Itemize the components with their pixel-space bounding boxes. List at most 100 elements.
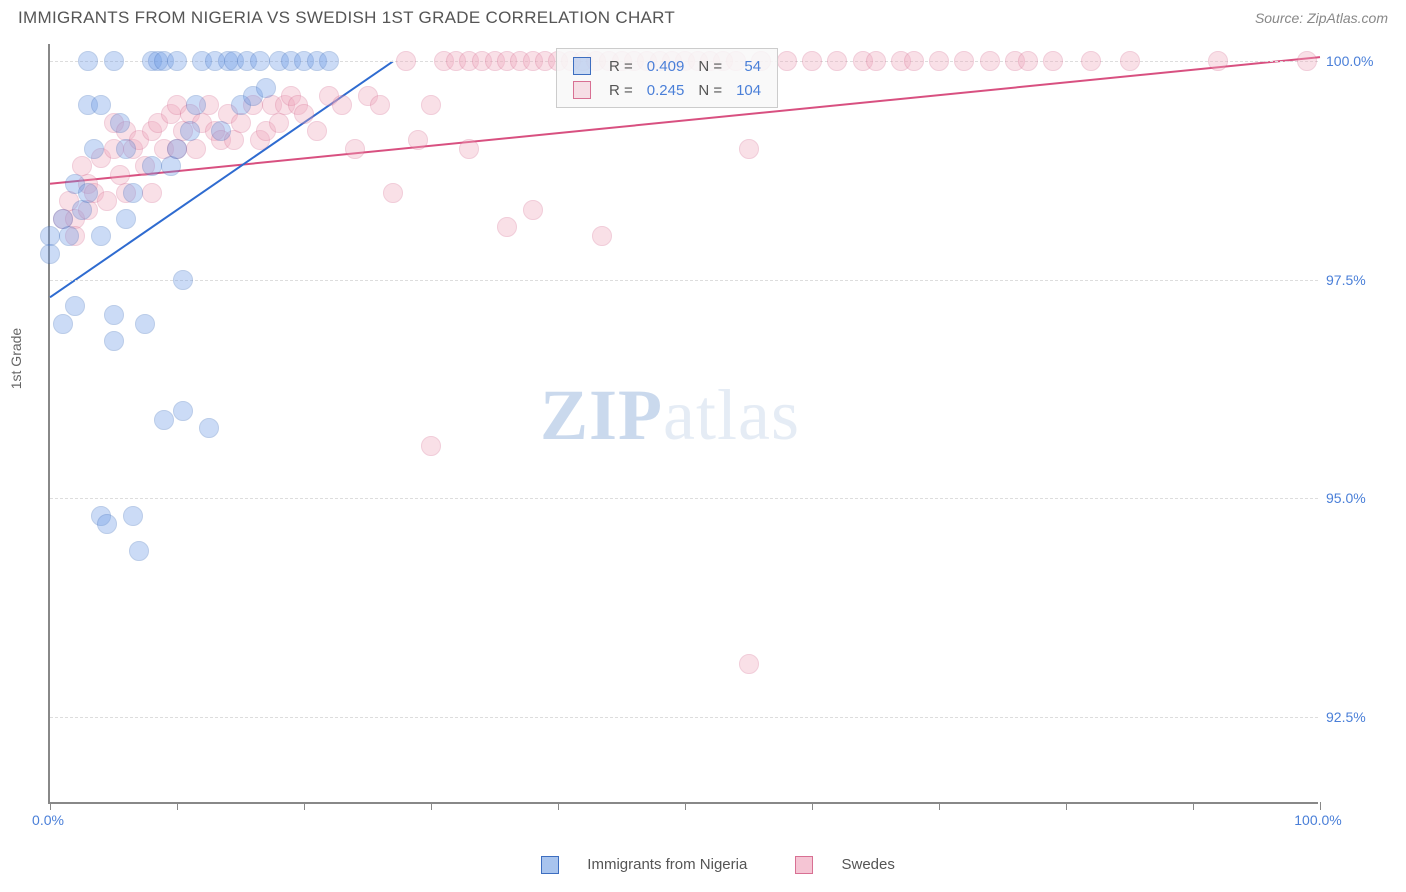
data-point xyxy=(40,244,60,264)
stat-n-value: 104 xyxy=(730,79,767,101)
data-point xyxy=(97,514,117,534)
x-tick-mark xyxy=(177,802,178,810)
data-point xyxy=(173,401,193,421)
data-point xyxy=(256,78,276,98)
gridline xyxy=(50,280,1318,281)
data-point xyxy=(167,51,187,71)
data-point xyxy=(84,139,104,159)
stat-label: N = xyxy=(692,55,728,77)
stats-table: R =0.409N =54R =0.245N =104 xyxy=(565,53,769,103)
data-point xyxy=(459,139,479,159)
x-tick-mark xyxy=(685,802,686,810)
stats-row: R =0.409N =54 xyxy=(567,55,767,77)
data-point xyxy=(167,139,187,159)
legend-label: Immigrants from Nigeria xyxy=(587,856,747,873)
x-tick-mark xyxy=(1193,802,1194,810)
x-tick-mark xyxy=(304,802,305,810)
data-point xyxy=(523,200,543,220)
stat-r-value: 0.245 xyxy=(641,79,691,101)
data-point xyxy=(827,51,847,71)
data-point xyxy=(929,51,949,71)
data-point xyxy=(954,51,974,71)
data-point xyxy=(592,226,612,246)
data-point xyxy=(110,113,130,133)
data-point xyxy=(421,95,441,115)
data-point xyxy=(408,130,428,150)
data-point xyxy=(116,209,136,229)
x-tick-mark xyxy=(50,802,51,810)
data-point xyxy=(802,51,822,71)
data-point xyxy=(154,410,174,430)
stat-label: N = xyxy=(692,79,728,101)
data-point xyxy=(1208,51,1228,71)
data-point xyxy=(53,314,73,334)
data-point xyxy=(186,139,206,159)
data-point xyxy=(1081,51,1101,71)
series-legend: Immigrants from Nigeria Swedes xyxy=(48,856,1388,874)
data-point xyxy=(980,51,1000,71)
data-point xyxy=(104,331,124,351)
data-point xyxy=(1018,51,1038,71)
data-point xyxy=(123,506,143,526)
data-point xyxy=(332,95,352,115)
data-point xyxy=(307,121,327,141)
legend-swatch-icon xyxy=(573,81,591,99)
regression-lines-svg xyxy=(50,44,1320,804)
gridline xyxy=(50,498,1318,499)
data-point xyxy=(104,51,124,71)
chart-header: IMMIGRANTS FROM NIGERIA VS SWEDISH 1ST G… xyxy=(0,0,1406,32)
data-point xyxy=(777,51,797,71)
data-point xyxy=(91,226,111,246)
data-point xyxy=(294,104,314,124)
plot-wrapper: ZIPatlas R =0.409N =54R =0.245N =104 Imm… xyxy=(48,44,1388,804)
x-tick-mark xyxy=(558,802,559,810)
x-tick-mark xyxy=(431,802,432,810)
chart-title: IMMIGRANTS FROM NIGERIA VS SWEDISH 1ST G… xyxy=(18,8,675,28)
data-point xyxy=(421,436,441,456)
data-point xyxy=(129,541,149,561)
data-point xyxy=(180,121,200,141)
data-point xyxy=(142,183,162,203)
data-point xyxy=(739,139,759,159)
data-point xyxy=(104,305,124,325)
data-point xyxy=(866,51,886,71)
data-point xyxy=(161,156,181,176)
stat-r-value: 0.409 xyxy=(641,55,691,77)
data-point xyxy=(1043,51,1063,71)
data-point xyxy=(65,296,85,316)
data-point xyxy=(186,95,206,115)
data-point xyxy=(370,95,390,115)
data-point xyxy=(78,51,98,71)
data-point xyxy=(250,51,270,71)
data-point xyxy=(142,156,162,176)
legend-swatch-icon xyxy=(541,856,559,874)
correlation-stats-legend: R =0.409N =54R =0.245N =104 xyxy=(556,48,778,108)
data-point xyxy=(345,139,365,159)
data-point xyxy=(904,51,924,71)
data-point xyxy=(173,270,193,290)
data-point xyxy=(1120,51,1140,71)
data-point xyxy=(135,314,155,334)
x-tick-label: 0.0% xyxy=(32,812,64,828)
stat-n-value: 54 xyxy=(730,55,767,77)
y-axis-title: 1st Grade xyxy=(8,328,24,389)
data-point xyxy=(78,183,98,203)
data-point xyxy=(231,113,251,133)
scatter-plot-area: ZIPatlas xyxy=(48,44,1318,804)
gridline xyxy=(50,717,1318,718)
data-point xyxy=(211,121,231,141)
legend-swatch-icon xyxy=(795,856,813,874)
legend-item: Swedes xyxy=(783,856,907,873)
data-point xyxy=(97,191,117,211)
data-point xyxy=(497,217,517,237)
data-point xyxy=(123,183,143,203)
y-tick-label: 97.5% xyxy=(1326,272,1366,288)
legend-swatch-icon xyxy=(573,57,591,75)
y-tick-label: 95.0% xyxy=(1326,490,1366,506)
stats-row: R =0.245N =104 xyxy=(567,79,767,101)
x-tick-mark xyxy=(1066,802,1067,810)
data-point xyxy=(116,139,136,159)
x-tick-mark xyxy=(1320,802,1321,810)
data-point xyxy=(199,418,219,438)
stat-label: R = xyxy=(603,55,639,77)
